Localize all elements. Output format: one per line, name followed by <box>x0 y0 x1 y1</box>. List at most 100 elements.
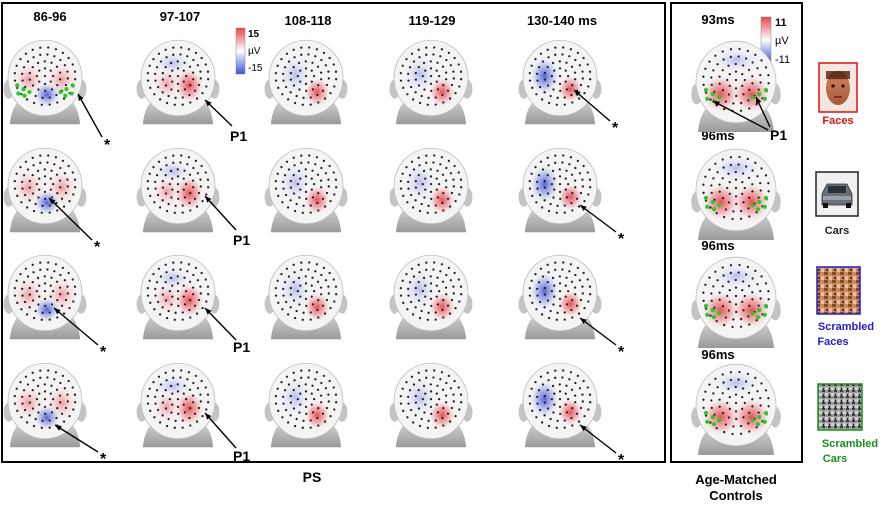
electrode-dot <box>191 286 195 289</box>
electrode-dot <box>316 280 320 283</box>
electrode-dot <box>458 85 461 88</box>
electrode-dot <box>164 407 168 410</box>
electrode-dot <box>181 211 184 214</box>
electrode-dot <box>161 293 165 296</box>
electrode-dot <box>154 180 157 183</box>
electrode-dot <box>540 421 544 424</box>
electrode-dot <box>723 323 726 327</box>
electrode-dot <box>718 82 721 85</box>
electrode-dot <box>181 103 184 106</box>
electrode-dot <box>304 398 308 401</box>
electrode-dot <box>564 403 567 406</box>
time-window-label: 97-107 <box>160 9 200 24</box>
electrode-dot <box>549 94 552 98</box>
electrode-dot <box>570 308 573 312</box>
electrode-dot <box>59 273 62 277</box>
electrode-dot <box>181 311 184 314</box>
electrode-dot <box>282 294 285 297</box>
electrode-dot <box>59 78 62 81</box>
electrode-dot <box>299 392 302 395</box>
electrode-dot <box>292 299 296 302</box>
electrode-dot <box>566 75 570 78</box>
controls-panel-frame <box>670 2 803 463</box>
electrode-dot <box>558 75 562 78</box>
scalp-map <box>389 147 473 233</box>
electrode-dot <box>47 369 50 372</box>
electrode-dot <box>426 103 429 106</box>
electrode-dot <box>743 401 746 405</box>
electrode-dot <box>414 186 418 189</box>
electrode-dot <box>553 392 556 395</box>
electrode-dot <box>538 193 542 197</box>
electrode-dot <box>46 161 49 164</box>
electrode-dot <box>764 389 768 392</box>
electrode-dot <box>60 197 64 200</box>
electrode-dot <box>282 402 285 405</box>
electrode-dot <box>293 424 297 428</box>
electrode-dot <box>39 46 42 49</box>
electrode-dot <box>434 103 437 106</box>
electrode-dot <box>31 48 34 51</box>
electrode-dot <box>704 199 708 202</box>
electrode-dot <box>441 173 445 176</box>
electrode-dot <box>328 379 331 383</box>
electrode-dot <box>449 387 453 390</box>
electrode-dot <box>19 166 22 169</box>
electrode-dot <box>317 192 320 195</box>
electrode-dot <box>204 278 207 281</box>
potential-field <box>528 270 561 312</box>
electrode-dot <box>31 192 35 195</box>
electrode-dot <box>429 290 433 293</box>
electrode-dot <box>406 201 409 204</box>
electrode-dot <box>334 178 338 181</box>
electrode-dot <box>180 46 183 49</box>
electrode-dot <box>743 294 746 298</box>
electrode-dot <box>176 60 179 63</box>
electrode-dot <box>757 88 760 91</box>
electrode-dot <box>737 163 740 166</box>
electrode-dot <box>56 299 59 302</box>
electrode-dot <box>714 270 717 273</box>
scalp-map <box>264 254 348 340</box>
electrode-dot <box>434 204 437 207</box>
electrode-dot <box>304 275 307 278</box>
electrode-dot <box>152 58 155 61</box>
electrode-dot <box>724 423 728 426</box>
electrode-dot <box>586 386 589 389</box>
electrode-dot <box>754 269 757 272</box>
electrode-dot <box>734 70 738 73</box>
electrode-dot <box>568 378 571 381</box>
electrode-dot <box>558 190 562 194</box>
electrode-dot <box>192 273 195 277</box>
electrode-dot <box>708 168 711 171</box>
electrode-dot <box>541 60 545 63</box>
electrode-dot <box>13 179 16 183</box>
electrode-dot <box>21 72 24 75</box>
electrode-dot <box>300 154 303 157</box>
electrode-dot <box>320 293 323 296</box>
roi-electrode-dot <box>703 410 709 416</box>
electrode-dot <box>547 56 550 59</box>
electrode-dot <box>176 275 179 278</box>
electrode-dot <box>26 60 30 63</box>
electrode-dot <box>738 155 741 159</box>
roi-electrode-dot <box>757 414 762 420</box>
electrode-dot <box>405 381 408 384</box>
electrode-dot <box>320 381 323 385</box>
electrode-dot <box>274 71 277 75</box>
electrode-dot <box>51 398 55 401</box>
electrode-dot <box>170 303 173 306</box>
electrode-dot <box>149 301 152 304</box>
electrode-dot <box>767 405 770 408</box>
electrode-dot <box>46 268 49 271</box>
electrode-dot <box>407 402 410 405</box>
electrode-dot <box>204 63 207 66</box>
electrode-dot <box>589 78 592 81</box>
electrode-dot <box>528 294 532 297</box>
electrode-dot <box>194 159 198 163</box>
electrode-dot <box>199 292 202 295</box>
electrode-dot <box>586 63 589 66</box>
electrode-dot <box>28 71 31 75</box>
electrode-dot <box>751 291 754 294</box>
electrode-dot <box>197 298 201 302</box>
